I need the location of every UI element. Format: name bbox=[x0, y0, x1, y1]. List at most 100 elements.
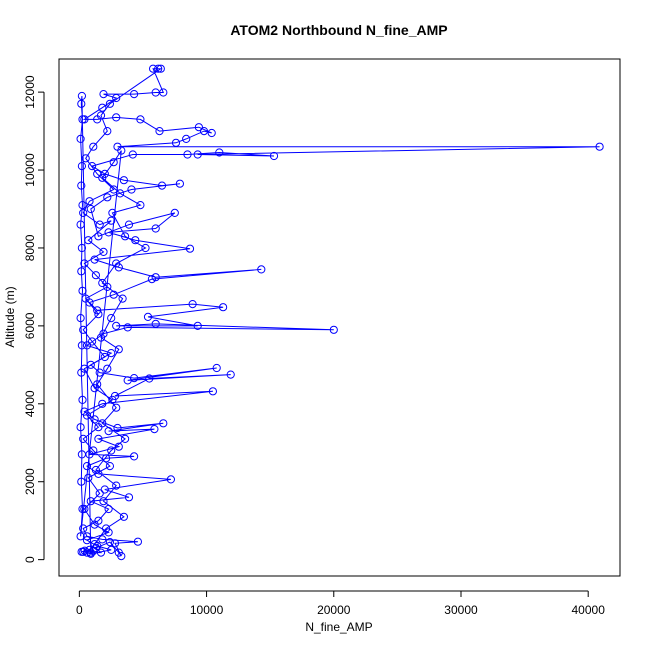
data-point bbox=[78, 201, 87, 210]
data-point bbox=[94, 232, 103, 241]
data-point bbox=[143, 312, 153, 321]
data-point bbox=[207, 128, 216, 138]
data-point bbox=[226, 370, 235, 379]
data-point bbox=[194, 123, 203, 132]
data-point bbox=[166, 475, 175, 484]
data-point bbox=[107, 446, 116, 455]
data-point bbox=[90, 415, 99, 424]
data-point bbox=[103, 364, 112, 373]
data-point bbox=[128, 150, 137, 159]
data-point bbox=[85, 197, 94, 206]
data-point bbox=[112, 113, 121, 122]
data-point bbox=[131, 236, 140, 245]
data-point bbox=[86, 360, 95, 369]
data-point bbox=[79, 325, 88, 334]
x-tick-label: 30000 bbox=[444, 603, 478, 617]
data-point bbox=[77, 267, 86, 276]
data-point bbox=[108, 208, 117, 217]
data-point bbox=[110, 539, 120, 548]
data-point bbox=[88, 337, 97, 346]
data-point bbox=[212, 363, 221, 373]
data-point bbox=[113, 423, 122, 433]
data-point bbox=[102, 524, 111, 533]
data-point bbox=[79, 434, 88, 443]
data-point bbox=[136, 115, 145, 124]
data-point bbox=[154, 64, 163, 73]
data-point bbox=[94, 434, 103, 443]
data-point bbox=[104, 427, 113, 436]
data-point bbox=[151, 319, 160, 328]
data-point bbox=[119, 176, 129, 185]
y-tick-label: 0 bbox=[23, 556, 37, 563]
data-point bbox=[79, 524, 88, 533]
data-point bbox=[95, 220, 104, 229]
data-point bbox=[188, 300, 197, 309]
y-tick-label: 4000 bbox=[23, 390, 37, 417]
data-point bbox=[118, 294, 127, 303]
data-point bbox=[112, 481, 121, 490]
data-point bbox=[94, 310, 103, 319]
data-point bbox=[76, 532, 85, 541]
data-point bbox=[77, 162, 87, 171]
data-point bbox=[107, 545, 116, 555]
data-point bbox=[80, 259, 89, 268]
data-point bbox=[119, 512, 129, 521]
data-point bbox=[93, 541, 102, 551]
data-point bbox=[79, 547, 88, 556]
x-tick-label: 10000 bbox=[190, 603, 224, 617]
data-point bbox=[89, 142, 98, 151]
data-point bbox=[93, 169, 102, 178]
data-point bbox=[104, 228, 113, 237]
data-point bbox=[96, 111, 106, 120]
data-point bbox=[145, 374, 154, 383]
data-point bbox=[89, 446, 98, 455]
data-point bbox=[77, 181, 86, 190]
data-point bbox=[82, 532, 92, 541]
data-point bbox=[98, 419, 107, 428]
data-point bbox=[96, 548, 106, 557]
data-point bbox=[76, 134, 85, 143]
data-point bbox=[136, 201, 145, 210]
data-point bbox=[112, 321, 121, 330]
data-point bbox=[109, 158, 118, 167]
data-point bbox=[76, 314, 85, 323]
data-point bbox=[219, 303, 228, 312]
y-tick-label: 10000 bbox=[23, 153, 37, 187]
data-point bbox=[124, 493, 134, 502]
data-point bbox=[208, 387, 217, 396]
data-point bbox=[99, 247, 108, 256]
data-point bbox=[170, 208, 179, 217]
data-point bbox=[117, 552, 126, 561]
data-point bbox=[99, 90, 108, 99]
x-tick-label: 20000 bbox=[317, 603, 351, 617]
data-point bbox=[156, 64, 165, 73]
data-point bbox=[77, 243, 87, 253]
data-point bbox=[112, 259, 121, 268]
data-point bbox=[130, 374, 139, 383]
plot-frame bbox=[58, 58, 621, 577]
data-point bbox=[107, 216, 116, 225]
data-point bbox=[116, 189, 125, 198]
y-tick-label: 8000 bbox=[23, 234, 37, 261]
data-point bbox=[175, 179, 184, 188]
data-point bbox=[100, 485, 109, 494]
data-point bbox=[133, 537, 142, 546]
data-point bbox=[84, 236, 93, 245]
data-point bbox=[77, 91, 87, 101]
data-point bbox=[82, 462, 92, 471]
data-point bbox=[95, 368, 104, 377]
y-tick-label: 12000 bbox=[23, 75, 37, 109]
data-point bbox=[78, 115, 87, 124]
data-point bbox=[77, 341, 87, 350]
data-point bbox=[109, 290, 118, 299]
data-point bbox=[117, 146, 126, 155]
data-point bbox=[90, 520, 99, 529]
data-point bbox=[199, 127, 209, 136]
data-point bbox=[151, 224, 160, 233]
data-point bbox=[100, 352, 109, 362]
series-line bbox=[80, 68, 600, 557]
data-point bbox=[82, 536, 92, 545]
data-point bbox=[127, 185, 136, 194]
data-point bbox=[76, 220, 85, 229]
